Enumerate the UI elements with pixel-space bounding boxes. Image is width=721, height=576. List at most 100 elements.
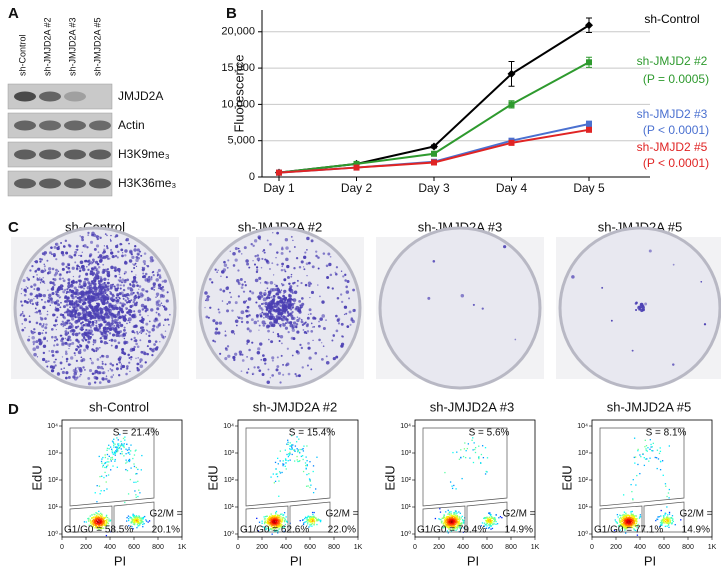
colony: [76, 267, 79, 270]
marker: [586, 120, 592, 127]
colony: [141, 317, 145, 322]
colony: [128, 242, 130, 245]
colony: [38, 309, 41, 313]
event: [270, 524, 272, 526]
colony: [134, 339, 138, 343]
event: [447, 509, 449, 512]
colony: [571, 275, 575, 279]
colony: [278, 340, 281, 343]
colony: [245, 314, 249, 318]
colony: [126, 322, 128, 325]
flow-events: [613, 437, 682, 536]
colony: [119, 276, 122, 279]
event: [306, 519, 308, 522]
event: [280, 526, 282, 528]
colony: [308, 308, 312, 312]
event: [96, 501, 98, 503]
flow-y-tick-label: 10²: [401, 477, 412, 484]
event: [126, 443, 128, 445]
colony: [106, 300, 109, 303]
event: [279, 450, 281, 452]
colony: [103, 299, 106, 303]
event: [275, 518, 277, 520]
colony: [104, 363, 107, 366]
event: [639, 454, 641, 456]
event: [307, 518, 310, 521]
event: [625, 524, 627, 526]
colony: [101, 354, 104, 358]
colony: [43, 263, 45, 266]
colony: [326, 276, 330, 279]
colony: [278, 315, 281, 318]
colony: [346, 325, 350, 328]
event: [472, 437, 474, 439]
event: [651, 446, 653, 448]
event: [456, 515, 459, 517]
colony: [95, 371, 97, 374]
event: [266, 522, 269, 525]
event: [285, 462, 287, 464]
event: [116, 447, 118, 449]
colony: [133, 302, 138, 307]
colony: [61, 288, 64, 291]
colony: [59, 313, 63, 317]
event: [102, 520, 104, 522]
event: [96, 514, 98, 516]
colony: [137, 297, 140, 300]
colony: [71, 317, 75, 321]
colony: [38, 338, 42, 343]
colony: [298, 310, 302, 314]
colony: [300, 281, 303, 285]
event: [310, 518, 312, 521]
event: [448, 520, 451, 522]
colony: [284, 238, 289, 242]
blot-band: [64, 149, 86, 160]
y-tick-label: 15,000: [221, 62, 255, 74]
event: [660, 509, 662, 512]
colony: [136, 252, 140, 256]
event: [98, 525, 101, 527]
flow-y-tick-label: 10¹: [48, 504, 59, 511]
colony: [139, 292, 144, 296]
event: [312, 513, 314, 516]
flow-x-tick-label: 800: [505, 544, 517, 551]
flow-x-tick-label: 200: [433, 544, 445, 551]
event: [113, 438, 115, 440]
event: [110, 458, 112, 461]
event: [309, 523, 311, 525]
event: [104, 454, 106, 456]
event: [144, 515, 146, 518]
event: [101, 522, 103, 525]
colony: [109, 362, 113, 366]
colony: [335, 272, 338, 276]
colony: [139, 339, 142, 342]
colony: [256, 295, 260, 299]
colony: [161, 280, 164, 283]
event: [306, 523, 309, 525]
event: [450, 530, 453, 533]
event: [97, 517, 99, 520]
event: [624, 514, 627, 517]
event: [127, 515, 130, 517]
colony: [229, 250, 231, 253]
event: [281, 519, 284, 521]
colony: [289, 321, 293, 324]
event: [445, 521, 447, 523]
event: [306, 465, 308, 467]
event: [625, 512, 627, 514]
colony: [129, 370, 131, 373]
plate: [378, 226, 542, 390]
event: [448, 521, 451, 523]
colony: [39, 282, 42, 284]
event: [663, 521, 665, 523]
event: [619, 519, 621, 522]
colony: [131, 283, 136, 288]
event: [448, 526, 450, 529]
colony: [99, 280, 103, 283]
colony: [286, 362, 290, 366]
event: [88, 520, 90, 522]
event: [488, 524, 490, 526]
colony: [156, 271, 159, 274]
event: [614, 519, 616, 521]
event: [491, 521, 493, 523]
